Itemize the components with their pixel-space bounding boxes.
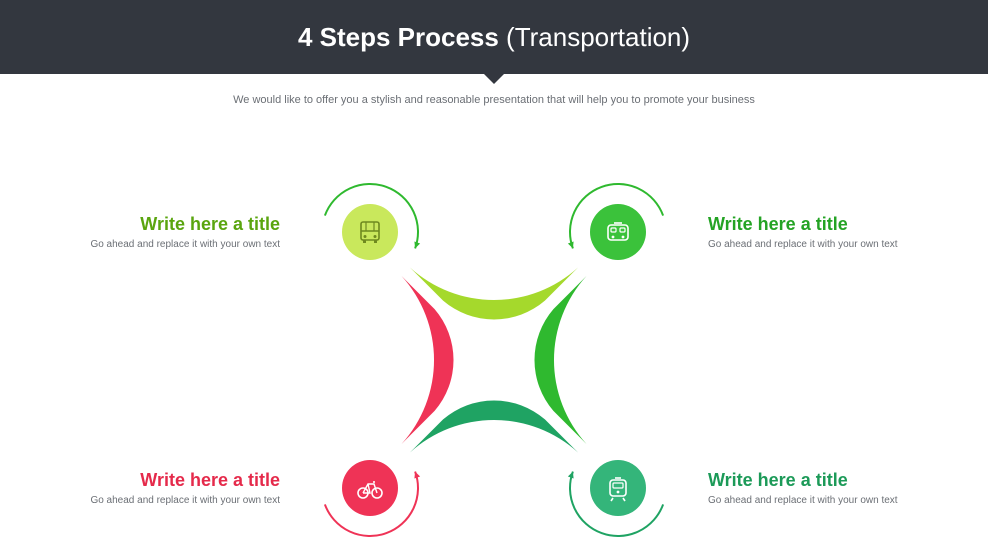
quad-tr-title: Write here a title [708,214,948,235]
quad-top-right: Write here a title Go ahead and replace … [708,214,948,250]
bus-icon [356,218,384,246]
node-bottom-right [560,430,676,546]
circle-br [590,460,646,516]
title-bold: 4 Steps Process [298,22,499,52]
diagram-stage: Write here a title Go ahead and replace … [0,110,988,556]
quad-top-left: Write here a title Go ahead and replace … [40,214,280,250]
quad-br-title: Write here a title [708,470,948,491]
header-notch [484,74,504,84]
header-bar: 4 Steps Process (Transportation) [0,0,988,74]
van-icon [604,218,632,246]
quad-tl-title: Write here a title [40,214,280,235]
circle-tl [342,204,398,260]
subtitle: We would like to offer you a stylish and… [0,94,988,106]
page-title: 4 Steps Process (Transportation) [298,22,690,53]
circle-bl [342,460,398,516]
node-top-left [312,174,428,290]
quad-bl-title: Write here a title [40,470,280,491]
quad-br-desc: Go ahead and replace it with your own te… [708,495,948,506]
node-bottom-left [312,430,428,546]
bicycle-icon [356,474,384,502]
quad-tr-desc: Go ahead and replace it with your own te… [708,239,948,250]
quad-bottom-right: Write here a title Go ahead and replace … [708,470,948,506]
quad-bl-desc: Go ahead and replace it with your own te… [40,495,280,506]
circle-tr [590,204,646,260]
quad-tl-desc: Go ahead and replace it with your own te… [40,239,280,250]
quad-bottom-left: Write here a title Go ahead and replace … [40,470,280,506]
node-top-right [560,174,676,290]
tram-icon [604,474,632,502]
title-light: (Transportation) [499,22,690,52]
